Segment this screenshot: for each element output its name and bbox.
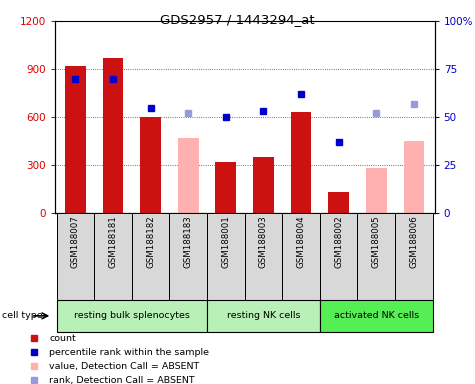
Bar (358, 213, 395, 300)
Bar (328, 192, 349, 213)
Text: GDS2957 / 1443294_at: GDS2957 / 1443294_at (160, 13, 315, 26)
Text: GSM188002: GSM188002 (334, 216, 343, 268)
Text: count: count (49, 334, 76, 343)
Text: resting NK cells: resting NK cells (227, 311, 300, 320)
Text: GSM188182: GSM188182 (146, 216, 155, 268)
Bar (57, 300, 207, 332)
Text: percentile rank within the sample: percentile rank within the sample (49, 348, 209, 357)
Text: value, Detection Call = ABSENT: value, Detection Call = ABSENT (49, 362, 200, 371)
Bar (216, 162, 236, 213)
Text: GSM188007: GSM188007 (71, 216, 80, 268)
Bar (395, 213, 433, 300)
Bar (320, 213, 358, 300)
Text: GSM188006: GSM188006 (409, 216, 418, 268)
Text: resting bulk splenocytes: resting bulk splenocytes (74, 311, 190, 320)
Text: activated NK cells: activated NK cells (334, 311, 419, 320)
Bar (207, 213, 245, 300)
Text: GSM188005: GSM188005 (372, 216, 381, 268)
Bar (57, 213, 94, 300)
Bar (291, 112, 312, 213)
Text: rank, Detection Call = ABSENT: rank, Detection Call = ABSENT (49, 376, 195, 384)
Text: GSM188003: GSM188003 (259, 216, 268, 268)
Text: cell type: cell type (2, 311, 43, 320)
Text: GSM188183: GSM188183 (184, 216, 193, 268)
Bar (320, 300, 433, 332)
Bar (366, 168, 387, 213)
Bar (94, 213, 132, 300)
Bar (103, 58, 124, 213)
Bar (132, 213, 170, 300)
Text: GSM188181: GSM188181 (108, 216, 117, 268)
Bar (65, 66, 86, 213)
Bar (282, 213, 320, 300)
Bar (170, 213, 207, 300)
Bar (253, 157, 274, 213)
Text: GSM188004: GSM188004 (296, 216, 305, 268)
Bar (178, 138, 199, 213)
Bar (404, 141, 424, 213)
Bar (140, 117, 161, 213)
Bar (207, 300, 320, 332)
Text: GSM188001: GSM188001 (221, 216, 230, 268)
Bar (245, 213, 282, 300)
